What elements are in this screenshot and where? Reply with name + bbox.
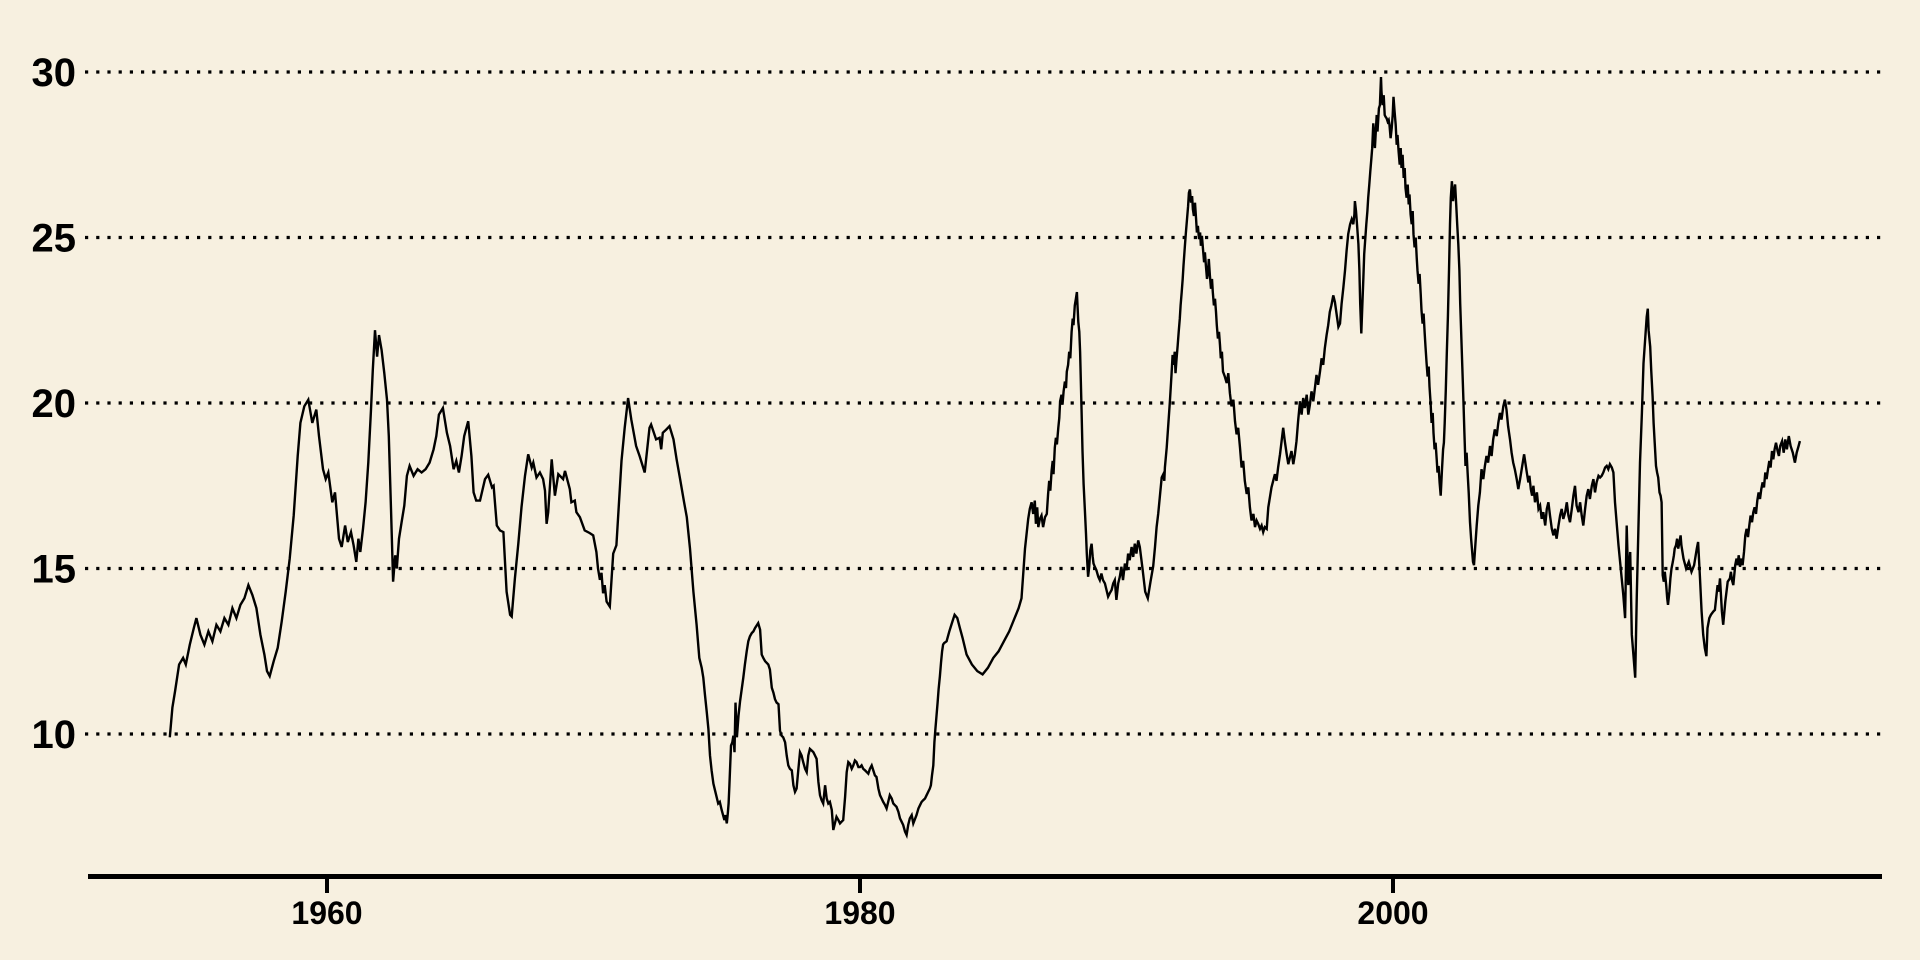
y-tick-label-30: 30 bbox=[32, 51, 77, 95]
x-tick-2000 bbox=[1391, 879, 1395, 893]
data-line-0 bbox=[168, 76, 1802, 840]
gridlines-group bbox=[85, 70, 1882, 736]
y-axis-labels: 10 15 20 25 30 bbox=[32, 51, 77, 757]
y-tick-label-10: 10 bbox=[32, 713, 77, 757]
y-tick-label-25: 25 bbox=[32, 217, 77, 261]
x-axis-group bbox=[88, 874, 1882, 893]
series-group bbox=[168, 76, 1802, 840]
x-tick-1960 bbox=[325, 879, 329, 893]
x-tick-label-2000: 2000 bbox=[1357, 895, 1428, 931]
x-tick-label-1980: 1980 bbox=[824, 895, 895, 931]
y-tick-label-20: 20 bbox=[32, 382, 77, 426]
x-tick-1980 bbox=[858, 879, 862, 893]
x-axis-line bbox=[88, 874, 1882, 879]
y-tick-label-15: 15 bbox=[32, 548, 77, 592]
x-tick-label-1960: 1960 bbox=[291, 895, 362, 931]
x-axis-labels: 1960 1980 2000 bbox=[291, 895, 1428, 931]
